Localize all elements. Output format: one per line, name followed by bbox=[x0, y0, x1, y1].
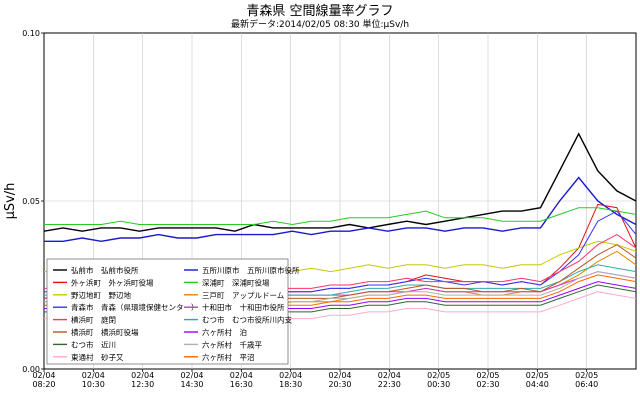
series-line-1 bbox=[43, 132, 637, 232]
legend-left-item-6: 横浜町 横浜町役場 bbox=[71, 327, 139, 337]
legend-left-item-7: むつ市 近川 bbox=[71, 339, 116, 349]
legend-right-item-4: 十和田市 十和田市役所 bbox=[202, 302, 285, 312]
x-tick-date: 02/05 bbox=[575, 371, 598, 380]
legend-left-item-2: 外ヶ浜町 外ヶ浜町役場 bbox=[71, 277, 154, 287]
x-tick-date: 02/05 bbox=[526, 371, 549, 380]
legend-left-item-4: 青森市 青森（県環境保健センター） bbox=[71, 302, 199, 312]
legend-left-item-8: 東通村 砂子又 bbox=[71, 352, 124, 362]
x-tick-date: 02/04 bbox=[328, 371, 351, 380]
chart-title: 青森県 空間線量率グラフ bbox=[246, 3, 393, 19]
x-tick-date: 02/04 bbox=[32, 371, 55, 380]
x-tick-date: 02/05 bbox=[427, 371, 450, 380]
series-line-4 bbox=[44, 207, 637, 226]
legend-left-item-1: 弘前市 弘前市役所 bbox=[71, 265, 139, 275]
legend-right-item-5: むつ市 むつ市役所川内支 bbox=[202, 315, 292, 325]
legend-left-item-5: 横浜町 庭閉 bbox=[71, 315, 116, 325]
x-tick-date: 02/04 bbox=[82, 371, 105, 380]
x-tick-date: 02/04 bbox=[131, 371, 154, 380]
x-tick-date: 02/04 bbox=[279, 371, 302, 380]
x-tick-time: 16:30 bbox=[230, 380, 253, 389]
legend-right-item-7: 六ヶ所村 千歳平 bbox=[202, 339, 262, 349]
x-tick-date: 02/05 bbox=[476, 371, 499, 380]
legend-right-item-1: 五所川原市 五所川原市役所 bbox=[202, 265, 300, 275]
y-tick-label: 0.00 bbox=[22, 365, 40, 374]
x-tick-time: 06:40 bbox=[575, 380, 598, 389]
y-tick-label: 0.05 bbox=[22, 197, 40, 206]
legend-box bbox=[46, 258, 289, 365]
x-tick-time: 22:30 bbox=[378, 380, 401, 389]
legend-left-item-3: 野辺地町 野辺地 bbox=[71, 290, 131, 300]
legend-right-item-8: 六ヶ所村 平沼 bbox=[202, 352, 255, 362]
y-axis-ticks: 0.00 0.05 0.10 bbox=[22, 29, 44, 374]
x-tick-time: 12:30 bbox=[131, 380, 154, 389]
legend-right-item-3: 三戸町 アップルドーム bbox=[202, 291, 284, 300]
legend-right-item-6: 六ヶ所村 泊 bbox=[202, 327, 247, 337]
x-tick-date: 02/04 bbox=[230, 371, 253, 380]
x-tick-date: 02/04 bbox=[180, 371, 203, 380]
y-axis-label: μSv/h bbox=[3, 183, 18, 220]
legend-right-item-2: 深浦町 深浦町役場 bbox=[202, 277, 270, 287]
x-tick-time: 00:30 bbox=[427, 380, 450, 389]
x-tick-time: 04:40 bbox=[526, 380, 549, 389]
series-line-2 bbox=[44, 176, 637, 243]
x-tick-date: 02/04 bbox=[378, 371, 401, 380]
x-tick-time: 14:30 bbox=[180, 380, 203, 389]
x-tick-time: 08:20 bbox=[32, 380, 55, 389]
x-tick-time: 10:30 bbox=[82, 380, 105, 389]
x-tick-time: 02:30 bbox=[476, 380, 499, 389]
y-tick-label: 0.10 bbox=[22, 29, 40, 38]
x-axis-ticks: 02/0408:2002/0410:3002/0412:3002/0414:30… bbox=[32, 369, 598, 389]
x-tick-time: 20:30 bbox=[328, 380, 351, 389]
x-tick-time: 18:30 bbox=[279, 380, 302, 389]
chart-subtitle: 最新データ:2014/02/05 08:30 単位:μSv/h bbox=[231, 18, 409, 30]
